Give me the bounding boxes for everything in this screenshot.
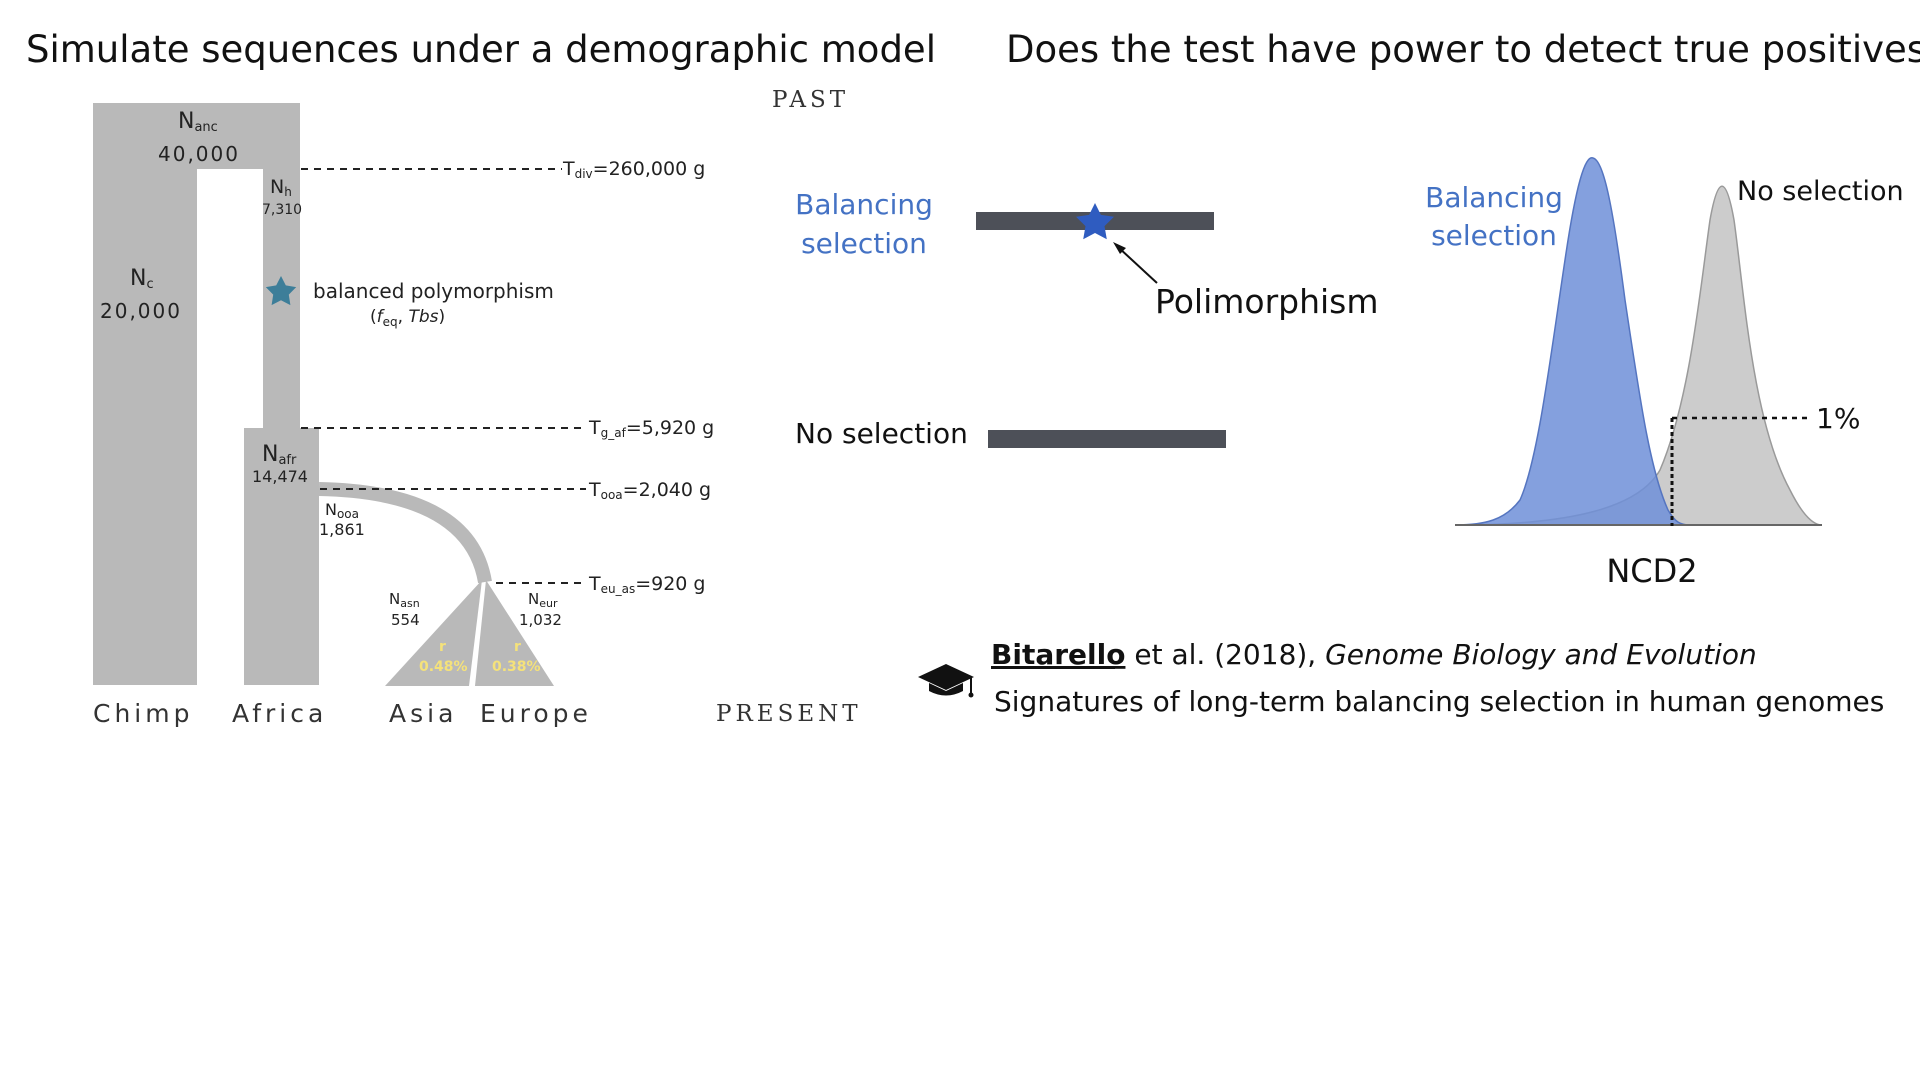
- t-div-label: Tdiv=260,000 g: [562, 158, 705, 181]
- asia-growth-symbol: r: [439, 639, 446, 655]
- n-afr-value: 14,474: [252, 467, 308, 486]
- out-of-africa-branch: [318, 482, 492, 584]
- balancing-selection-label-line2: selection: [801, 227, 927, 260]
- star-icon: [265, 276, 297, 306]
- n-ooa-value: 1,861: [319, 520, 365, 539]
- graduation-cap-icon: [918, 664, 974, 698]
- left-heading: Simulate sequences under a demographic m…: [26, 28, 936, 71]
- n-eur-label: Neur: [528, 590, 558, 610]
- citation-title: Signatures of long-term balancing select…: [994, 685, 1884, 718]
- gene-bar-no-selection: [988, 430, 1226, 448]
- n-ooa-label: Nooa: [325, 500, 359, 521]
- n-eur-value: 1,032: [519, 611, 562, 629]
- asia-triangle: [385, 580, 482, 686]
- right-heading: Does the test have power to detect true …: [1006, 28, 1920, 71]
- polymorphism-arrow-head: [1113, 242, 1126, 254]
- demographic-model: Nanc 40,000 Nc 20,000 Nh 7,310 balanced …: [93, 87, 862, 728]
- t-eu-as-label: Teu_as=920 g: [588, 573, 706, 596]
- balanced-polymorphism-params: (feq, Tbs): [370, 307, 445, 329]
- human-column: [263, 103, 300, 428]
- star-icon: [1076, 203, 1114, 240]
- n-c-label: Nc: [130, 266, 154, 292]
- threshold-label: 1%: [1816, 402, 1860, 435]
- past-label: PAST: [772, 87, 849, 113]
- present-label: PRESENT: [716, 701, 862, 727]
- balancing-selection-label-line1: Balancing: [795, 188, 933, 221]
- africa-column: [244, 428, 319, 685]
- no-selection-label: No selection: [795, 417, 968, 450]
- dist-balancing-label-line1: Balancing: [1425, 181, 1563, 214]
- dist-balancing-label-line2: selection: [1431, 219, 1557, 252]
- n-c-value: 20,000: [100, 299, 182, 323]
- europe-growth-value: 0.38%: [492, 659, 541, 675]
- ncd2-axis-label: NCD2: [1606, 552, 1697, 590]
- n-afr-label: Nafr: [262, 442, 297, 468]
- europe-triangle: [475, 580, 554, 686]
- t-g-af-label: Tg_af=5,920 g: [588, 417, 714, 440]
- africa-label: Africa: [232, 699, 327, 728]
- n-anc-value: 40,000: [158, 142, 240, 166]
- polymorphism-arrow-shaft: [1117, 246, 1158, 284]
- chimp-label: Chimp: [93, 699, 193, 728]
- citation-reference: Bitarello et al. (2018), Genome Biology …: [991, 638, 1757, 671]
- n-h-label: Nh: [270, 176, 292, 199]
- sequence-comparison: Balancing selection Polimorphism No sele…: [795, 188, 1379, 450]
- polymorphism-label: Polimorphism: [1155, 282, 1379, 321]
- citation: Bitarello et al. (2018), Genome Biology …: [918, 638, 1884, 718]
- n-asn-value: 554: [391, 611, 420, 629]
- n-asn-label: Nasn: [389, 590, 420, 610]
- europe-label: Europe: [480, 699, 592, 728]
- chimp-column: [93, 103, 197, 685]
- balanced-polymorphism-label: balanced polymorphism: [313, 279, 554, 303]
- n-h-value: 7,310: [262, 202, 302, 218]
- balancing-selection-distribution: [1454, 157, 1691, 526]
- ncd2-distributions: 1% Balancing selection No selection NCD2: [1425, 157, 1904, 590]
- europe-growth-symbol: r: [514, 639, 521, 655]
- asia-growth-value: 0.48%: [419, 659, 468, 675]
- dist-no-selection-label: No selection: [1737, 176, 1904, 207]
- t-ooa-label: Tooa=2,040 g: [588, 479, 711, 502]
- n-anc-label: Nanc: [178, 109, 218, 135]
- asia-label: Asia: [389, 699, 457, 728]
